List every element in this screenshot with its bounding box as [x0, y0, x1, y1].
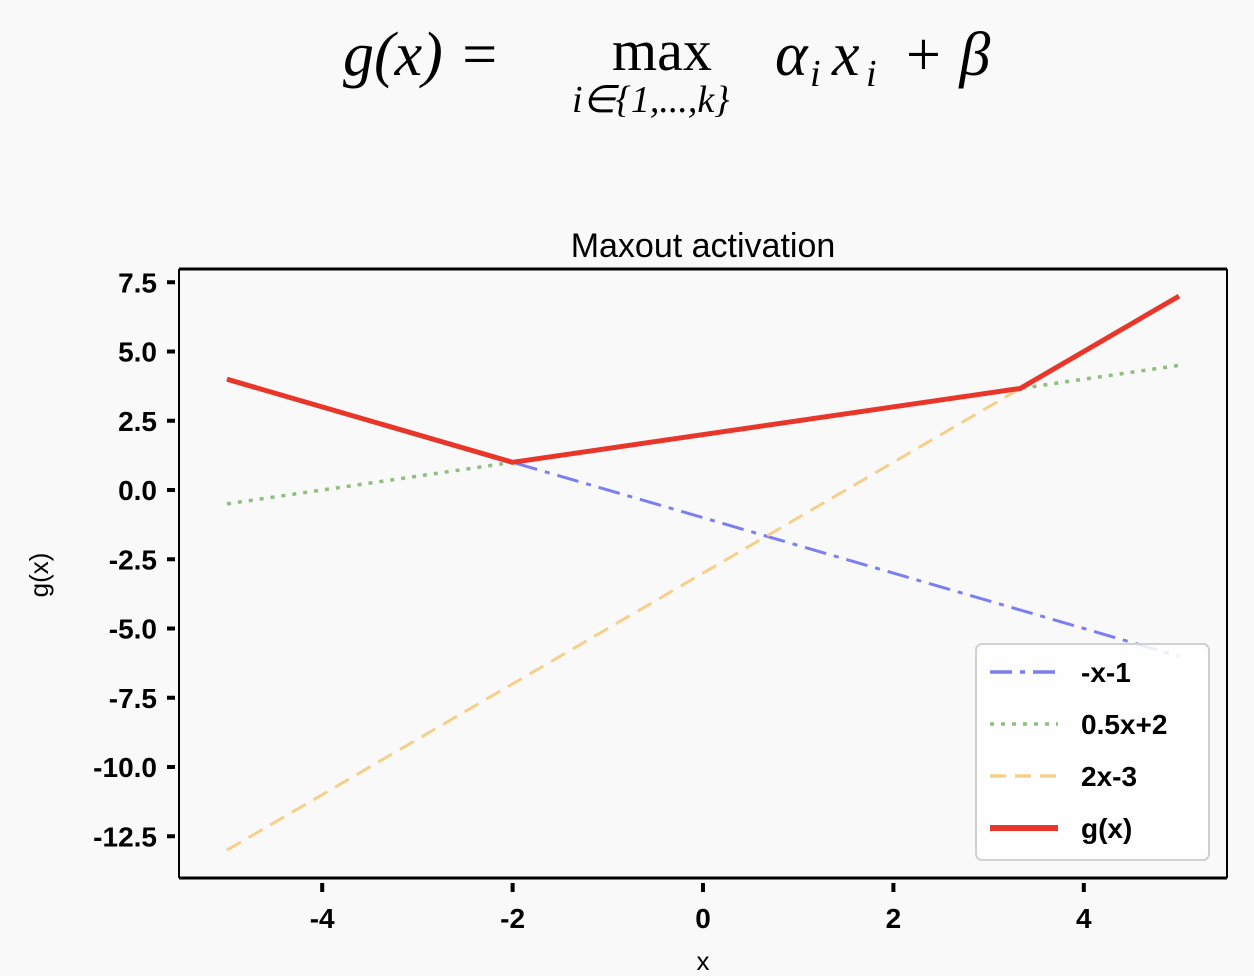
y-tick-label: 0.0	[118, 475, 157, 506]
y-tick-label: -12.5	[93, 821, 157, 852]
legend-box	[975, 643, 1210, 861]
x-tick-label: -4	[310, 903, 335, 934]
y-tick-label: -7.5	[109, 683, 157, 714]
y-axis-label: g(x)	[24, 553, 54, 598]
legend-label: g(x)	[1081, 813, 1132, 844]
y-tick-label: 2.5	[118, 406, 157, 437]
formula-x-sub: i	[866, 53, 877, 95]
formula-alpha: α	[775, 21, 809, 89]
formula-lhs: g(x) =	[343, 21, 500, 89]
series-line-3	[226, 293, 1181, 465]
formula-subscript: i∈{1,...,k}	[572, 79, 729, 121]
legend-label: 0.5x+2	[1081, 709, 1167, 740]
y-tick-label: -5.0	[109, 614, 157, 645]
x-axis-label: x	[697, 946, 710, 976]
y-tick-label: 5.0	[118, 337, 157, 368]
legend-label: 2x-3	[1081, 761, 1137, 792]
chart-title: Maxout activation	[571, 227, 836, 265]
maxout-formula: g(x) = max i∈{1,...,k} α i x i + β	[343, 18, 990, 121]
y-tick-label: -2.5	[109, 544, 157, 575]
maxout-chart: Maxout activation 7.5 5.0 2.5 0.0 -2.5 -5.0 -7.…	[24, 227, 1228, 976]
y-tick-label: 7.5	[118, 267, 157, 298]
series-line-2	[226, 294, 1180, 852]
formula-max: max	[612, 18, 712, 83]
y-tick-label: -10.0	[93, 752, 157, 783]
formula-alpha-sub: i	[810, 53, 821, 95]
x-tick-label: 0	[695, 903, 711, 934]
formula-x: x	[831, 21, 860, 89]
x-tick-label: 4	[1076, 903, 1092, 934]
legend-label: -x-1	[1081, 657, 1131, 688]
x-tick-label: 2	[886, 903, 902, 934]
formula-plus-beta: + β	[902, 21, 990, 89]
x-tick-label: -2	[500, 903, 525, 934]
series-line-0	[226, 377, 1180, 658]
